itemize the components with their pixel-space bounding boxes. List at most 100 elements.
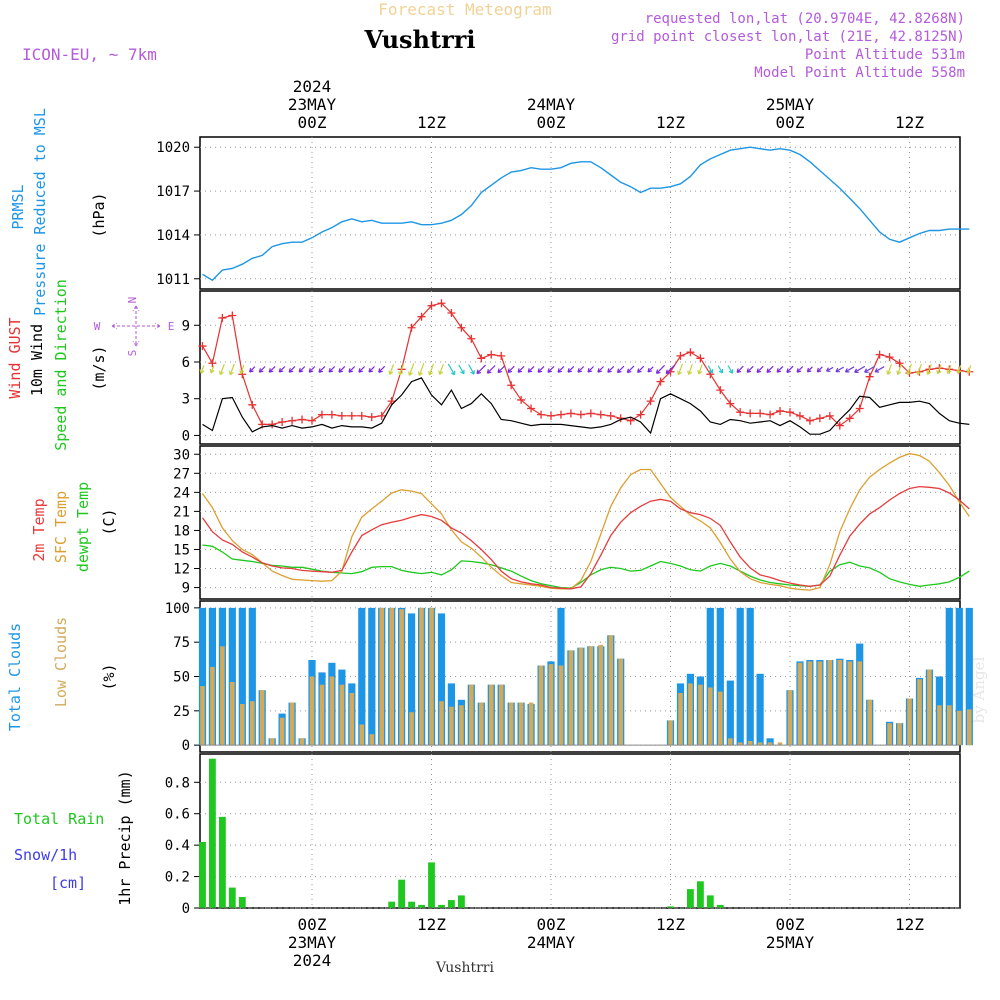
low-cloud-bar [887,723,892,746]
low-cloud-bar [797,662,803,746]
footer-location: Vushtrri [435,960,494,976]
low-cloud-bar [897,723,902,746]
bottom-time-label: 00Z [776,915,805,934]
gust-marker [835,421,844,430]
gust-marker [278,417,287,426]
gust-marker [467,334,476,343]
gust-marker [576,410,585,419]
wind-direction-arrow [428,363,435,376]
gust-marker [895,359,904,368]
wind-direction-arrow [936,364,942,375]
wind-direction-arrow [906,363,912,375]
wind-direction-arrow [717,365,724,374]
precipitation-panel: 0 0.2 0.4 0.6 0.8 1hr Precip (mm) Total Rain Sn… [14,753,961,917]
compass-arrows [111,305,161,347]
total-cloud-bar [198,607,207,746]
total-cloud-bar [955,607,963,746]
top-time-label: 25MAY [766,95,815,114]
gust-marker [377,411,386,420]
top-time-label: 23MAY [288,95,337,114]
rain-bar [458,895,465,908]
total-cloud-bar [437,613,446,746]
low-cloud-bar [259,690,265,746]
credit-watermark: by Angel [970,656,988,723]
wind-direction-arrow [567,365,575,373]
y-tick-label: 1014 [156,228,190,244]
wind-direction-arrow [687,363,693,375]
gust-marker [556,410,565,419]
low-cloud-bar [777,742,783,746]
wind-direction-arrow [298,366,306,373]
gust-marker [736,408,745,417]
wind-direction-arrow [587,366,595,373]
low-cloud-bar [857,661,862,746]
gust-marker [347,411,356,420]
total-cloud-bar [945,607,953,746]
temp-label-dewpt: dewpt Temp [74,482,92,572]
gust-marker [308,416,316,425]
wind-direction-arrow [677,363,683,376]
wind-direction-arrow [966,365,972,374]
wind-direction-arrow [447,363,456,376]
wind-direction-arrow [537,365,545,373]
y-tick-label: 0 [182,901,190,917]
top-time-label: 00Z [537,113,566,132]
gust-marker [507,381,516,390]
gust-marker [766,410,775,419]
total-cloud-bar [766,738,774,746]
wind-direction-arrow [796,366,804,373]
wind-direction-arrow [378,365,386,373]
wind-direction-arrow [388,364,395,375]
cloud-unit: (%) [100,663,118,690]
gust-marker [477,354,486,363]
rain-bar [428,862,435,908]
low-cloud-bar [608,635,614,746]
gust-marker [686,348,695,357]
low-cloud-bar [469,684,474,746]
clouds-panel: 0 25 50 75 100 Total Clouds Low Clouds (%) [6,600,973,754]
wind-direction-arrow [825,366,834,372]
gust-marker [228,311,237,320]
low-cloud-bar [708,687,713,746]
low-cloud-bar [489,684,494,746]
gust-marker [636,410,645,419]
low-cloud-bar [917,679,922,746]
info-line: Model Point Altitude 558m [754,65,965,81]
top-time-label: 00Z [776,113,805,132]
top-time-label: 12Z [895,113,924,132]
gust-marker [855,404,864,413]
low-cloud-bar [359,724,365,746]
wind-direction-arrow [368,366,375,373]
low-cloud-bar [518,702,524,746]
wind-direction-arrow [497,365,505,374]
gust-marker [198,342,207,351]
low-cloud-bar [459,705,464,746]
location-title: Vushtrri [364,25,476,54]
y-tick-label: 24 [173,485,190,501]
low-cloud-bar [369,734,375,746]
low-cloud-bar [967,709,972,746]
wind-direction-arrow [626,365,635,374]
low-cloud-bar [479,702,484,746]
gust-marker [805,416,814,425]
bottom-time-label: 24MAY [527,933,576,952]
rain-bar [687,889,694,908]
gust-marker [786,408,794,417]
bottom-time-label: 12Z [417,915,446,934]
low-cloud-bar [289,702,295,746]
compass-south: S [126,350,139,357]
low-cloud-bar [309,676,315,746]
rain-bar [697,881,704,908]
y-tick-label: 12 [173,562,190,578]
low-cloud-bar [678,693,683,746]
wind-direction-arrow [278,366,286,373]
panels: 1011 1014 1017 1020 PRMSL Pressure Reduced to… [6,108,974,917]
total-cloud-bar [358,607,366,746]
pressure-panel: 1011 1014 1017 1020 PRMSL Pressure Reduced to… [9,108,970,316]
top-time-label: 24MAY [527,95,576,114]
low-cloud-bar [827,660,833,746]
gust-marker [437,299,446,308]
low-cloud-bar [718,691,723,746]
legend-total-rain: Total Rain [14,810,104,828]
